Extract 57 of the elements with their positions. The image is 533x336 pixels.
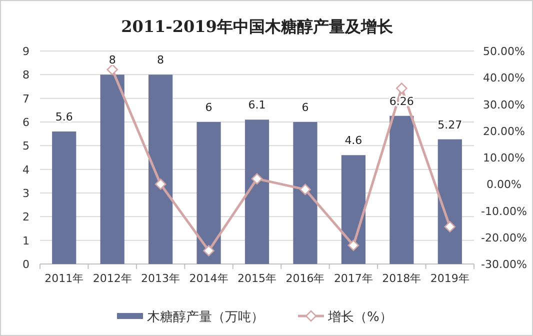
y-tick-label: 7 xyxy=(22,92,30,106)
point xyxy=(154,178,166,190)
data-label: 5.6 xyxy=(55,110,73,124)
y2-tick-label: 10.00% xyxy=(483,152,525,164)
y-tick-label: 9 xyxy=(22,45,30,58)
x-tick-label: 2017年 xyxy=(334,272,373,285)
x-tick-label: 2015年 xyxy=(238,272,276,285)
bar xyxy=(244,120,270,264)
y2-tick-label: 50.00% xyxy=(483,45,525,58)
y2-tick-label: -10.00% xyxy=(481,204,527,218)
x-tick-label: 2014年 xyxy=(189,272,228,285)
y2-tick-label: 40.00% xyxy=(483,72,525,85)
y-tick-label: 3 xyxy=(22,187,30,200)
x-tick-label: 2016年 xyxy=(286,272,325,285)
x-tick-label: 2013年 xyxy=(141,272,180,285)
x-tick-label: 2012年 xyxy=(92,272,132,285)
bar xyxy=(390,116,414,264)
data-label: 8 xyxy=(108,54,116,67)
x-tick-label: 2019年 xyxy=(430,272,470,285)
y-tick-label: 1 xyxy=(22,234,30,248)
data-label: 8 xyxy=(157,54,164,67)
data-label: 6.1 xyxy=(248,98,266,112)
data-label: 6 xyxy=(205,101,212,114)
y2-tick-label: -20.00% xyxy=(481,231,527,244)
legend-label: 增长（%） xyxy=(327,310,392,325)
data-label: 6.26 xyxy=(389,94,414,108)
legend-label: 木糖醇产量（万吨） xyxy=(147,310,264,325)
y-tick-label: 2 xyxy=(22,210,30,224)
y-tick-label: 5 xyxy=(22,140,30,153)
x-tick-label: 2011年 xyxy=(44,272,84,285)
bar xyxy=(196,122,221,264)
data-label: 5.27 xyxy=(438,118,462,132)
y2-tick-label: -30.00% xyxy=(481,258,527,271)
point xyxy=(106,64,118,76)
y-tick-label: 4 xyxy=(22,163,30,176)
x-tick-label: 2018年 xyxy=(382,272,422,285)
point xyxy=(444,221,456,232)
point xyxy=(348,240,360,252)
y2-tick-label: 30.00% xyxy=(483,98,525,112)
bar xyxy=(438,139,462,264)
y2-tick-label: 0.00% xyxy=(486,178,522,192)
y-tick-label: 8 xyxy=(22,68,30,82)
bar xyxy=(100,74,124,264)
bar xyxy=(52,131,76,264)
point xyxy=(396,82,408,94)
y2-tick-label: 20.00% xyxy=(483,124,525,138)
bar xyxy=(148,74,173,264)
bar xyxy=(293,122,318,264)
y-tick-label: 6 xyxy=(22,116,30,129)
bar xyxy=(341,155,366,264)
point xyxy=(203,245,214,256)
chart-title: 2011-2019年中国木糖醇产量及增长 xyxy=(121,17,394,36)
point xyxy=(251,173,263,184)
y-tick-label: 0 xyxy=(22,258,30,271)
data-label: 4.6 xyxy=(344,134,362,148)
point xyxy=(300,184,311,196)
data-label: 6 xyxy=(302,101,309,114)
